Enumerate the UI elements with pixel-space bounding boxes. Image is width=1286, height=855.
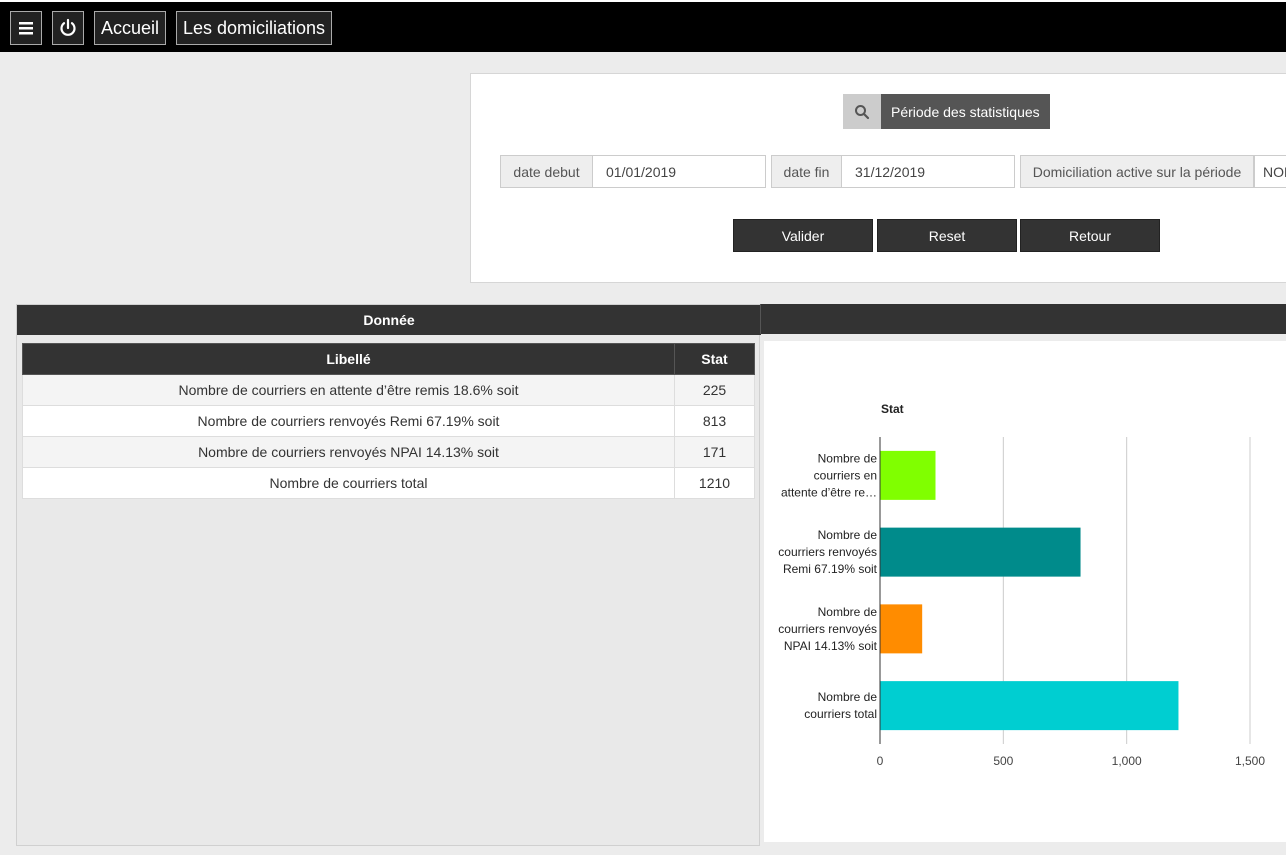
row-label: Nombre de courriers total — [22, 467, 675, 499]
period-label: Période des statistiques — [881, 94, 1050, 129]
date-fin-input[interactable]: 31/12/2019 — [842, 155, 1015, 188]
chart-panel: Stat 0 500 1,000 1,500 Nombre de courriers en a… — [764, 341, 1286, 842]
chart-panel-header — [760, 304, 1286, 334]
category-label: Nombre de — [818, 528, 878, 542]
x-tick-label: 1,500 — [1235, 754, 1265, 768]
date-debut-label: date debut — [500, 155, 593, 188]
filter-panel: Période des statistiques date debut 01/0… — [470, 73, 1286, 283]
logout-button[interactable] — [52, 11, 84, 45]
menu-button[interactable] — [10, 11, 42, 45]
stats-table: Libellé Stat Nombre de courriers en atte… — [22, 343, 755, 499]
x-tick-label: 0 — [877, 754, 884, 768]
top-navbar: Accueil Les domiciliations — [0, 0, 1286, 52]
data-panel-title: Donnée — [17, 305, 761, 335]
domiciliations-button[interactable]: Les domiciliations — [176, 11, 332, 45]
valider-button[interactable]: Valider — [733, 219, 873, 252]
column-header-stat: Stat — [674, 343, 755, 375]
table-row: Nombre de courriers renvoyés Remi 67.19%… — [22, 405, 755, 437]
bar-chart: Stat 0 500 1,000 1,500 Nombre de courriers en a… — [778, 402, 1265, 768]
period-header: Période des statistiques — [843, 94, 1050, 129]
category-label: courriers renvoyés — [778, 545, 877, 559]
search-icon-box — [843, 94, 881, 129]
accueil-button[interactable]: Accueil — [94, 11, 166, 45]
table-row: Nombre de courriers renvoyés NPAI 14.13%… — [22, 436, 755, 468]
bar — [880, 527, 1081, 577]
row-value: 171 — [674, 436, 755, 468]
category-label: Nombre de — [818, 605, 878, 619]
reset-button[interactable]: Reset — [877, 219, 1017, 252]
active-period-select[interactable]: NON — [1254, 155, 1286, 188]
data-panel: Donnée Libellé Stat Nombre de courriers … — [16, 304, 761, 846]
bar — [880, 604, 923, 654]
power-icon — [60, 18, 76, 36]
table-row: Nombre de courriers total 1210 — [22, 467, 755, 499]
bar — [880, 681, 1179, 731]
row-value: 1210 — [674, 467, 755, 499]
bar — [880, 450, 936, 500]
retour-button[interactable]: Retour — [1020, 219, 1160, 252]
category-label: courriers en — [814, 468, 877, 482]
table-row: Nombre de courriers en attente d’être re… — [22, 374, 755, 406]
row-label: Nombre de courriers renvoyés NPAI 14.13%… — [22, 436, 675, 468]
date-debut-input[interactable]: 01/01/2019 — [593, 155, 766, 188]
x-tick-label: 500 — [993, 754, 1013, 768]
category-label: Remi 67.19% soit — [783, 562, 878, 576]
row-label: Nombre de courriers en attente d’être re… — [22, 374, 675, 406]
active-period-label: Domiciliation active sur la période — [1020, 155, 1254, 188]
row-value: 225 — [674, 374, 755, 406]
category-label: courriers total — [804, 707, 877, 721]
category-label: NPAI 14.13% soit — [784, 639, 878, 653]
category-label: attente d’être re… — [781, 485, 877, 499]
category-label: Nombre de — [818, 690, 878, 704]
x-tick-label: 1,000 — [1112, 754, 1142, 768]
search-icon — [855, 104, 870, 119]
chart-title: Stat — [881, 402, 904, 416]
date-fin-label: date fin — [771, 155, 842, 188]
category-label: courriers renvoyés — [778, 622, 877, 636]
hamburger-icon — [19, 22, 33, 35]
category-label: Nombre de — [818, 451, 878, 465]
row-label: Nombre de courriers renvoyés Remi 67.19%… — [22, 405, 675, 437]
column-header-libelle: Libellé — [22, 343, 675, 375]
row-value: 813 — [674, 405, 755, 437]
